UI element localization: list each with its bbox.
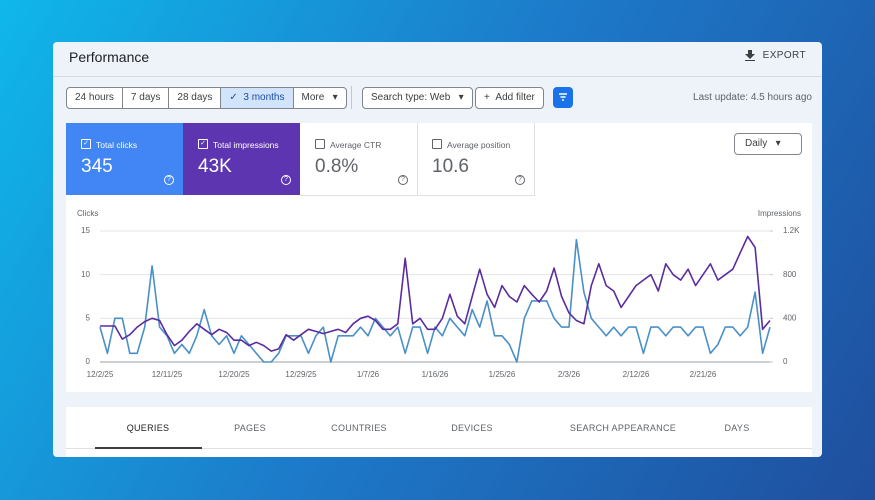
metric-label: Average CTR <box>330 140 382 150</box>
chart-card: ✓ Total clicks 345 ? ✓ Total impressions… <box>66 123 812 392</box>
y2-axis-title: Impressions <box>758 209 801 218</box>
date-range-button[interactable]: ✓ 3 months <box>221 88 294 108</box>
metric-label: Total impressions <box>213 140 279 150</box>
help-icon[interactable]: ? <box>281 175 291 185</box>
tab[interactable]: SEARCH APPEARANCE <box>569 423 677 433</box>
help-icon[interactable]: ? <box>164 175 174 185</box>
metric-card[interactable]: Average CTR 0.8% ? <box>300 123 418 196</box>
series-line <box>99 238 771 363</box>
export-button[interactable]: EXPORT <box>744 50 806 61</box>
x-tick-label: 12/11/25 <box>152 370 183 379</box>
help-icon[interactable]: ? <box>515 175 525 185</box>
y-tick-label: 0 <box>86 357 91 366</box>
more-label: More <box>301 92 325 103</box>
metric-card[interactable]: ✓ Total impressions 43K ? <box>183 123 300 195</box>
x-tick-label: 12/29/25 <box>285 370 317 379</box>
active-tab-indicator <box>95 447 202 449</box>
x-tick-label: 12/2/25 <box>87 370 114 379</box>
filter-icon <box>559 93 567 101</box>
date-range-button[interactable]: 28 days <box>169 88 222 108</box>
y-axis-title: Clicks <box>77 209 98 218</box>
y-tick-label: 10 <box>81 270 90 279</box>
x-tick-label: 1/7/26 <box>357 370 380 379</box>
metric-card[interactable]: Average position 10.6 ? <box>417 123 535 196</box>
x-tick-label: 2/12/26 <box>623 370 650 379</box>
check-icon: ✓ <box>229 92 244 103</box>
checkbox <box>315 139 325 149</box>
tab[interactable]: DAYS <box>724 423 750 433</box>
granularity-label: Daily <box>745 138 768 149</box>
x-tick-label: 2/3/26 <box>558 370 581 379</box>
tab[interactable]: QUERIES <box>126 423 170 433</box>
metric-value: 0.8% <box>315 156 359 177</box>
y-tick-label: 5 <box>86 313 91 322</box>
help-icon[interactable]: ? <box>398 175 408 185</box>
tab[interactable]: PAGES <box>234 423 266 433</box>
filter-toggle[interactable] <box>553 87 573 108</box>
search-type-dropdown[interactable]: Search type: Web ▾ <box>362 87 473 109</box>
separator <box>351 86 352 109</box>
checkbox: ✓ <box>198 139 208 149</box>
add-filter-button[interactable]: + Add filter <box>475 87 544 109</box>
checkbox <box>432 139 442 149</box>
metric-label: Total clicks <box>96 140 138 150</box>
granularity-dropdown[interactable]: Daily ▾ <box>734 133 802 155</box>
page-title: Performance <box>69 49 150 65</box>
dimension-tabs: QUERIES PAGES COUNTRIES DEVICES SEARCH A… <box>66 407 812 457</box>
checkbox: ✓ <box>81 139 91 149</box>
metric-card[interactable]: ✓ Total clicks 345 ? <box>66 123 183 195</box>
download-icon <box>744 50 755 61</box>
y2-tick-label: 0 <box>783 357 788 366</box>
divider <box>53 76 822 77</box>
y-tick-label: 15 <box>81 226 90 235</box>
metric-value: 345 <box>81 156 113 177</box>
x-tick-label: 1/25/26 <box>489 370 516 379</box>
date-range-label: 3 months <box>243 92 285 103</box>
x-tick-label: 1/16/26 <box>422 370 449 379</box>
tab[interactable]: DEVICES <box>451 423 493 433</box>
more-button[interactable]: More ▾ <box>301 92 338 103</box>
last-update: Last update: 4.5 hours ago <box>693 92 812 103</box>
tab[interactable]: COUNTRIES <box>331 423 387 433</box>
search-type-label: Search type: Web <box>371 92 451 103</box>
export-label: EXPORT <box>762 50 806 61</box>
metric-value: 43K <box>198 156 232 177</box>
series-line <box>100 235 771 352</box>
metric-value: 10.6 <box>432 156 469 177</box>
date-range-button[interactable]: 24 hours <box>67 88 123 108</box>
chart: Clicks Impressions 0 5 10 15 0 400 800 1.2K 12/2… <box>77 209 801 379</box>
plus-icon: + <box>484 92 496 103</box>
add-filter-label: Add filter <box>495 92 535 103</box>
date-range-selector: 24 hours 7 days 28 days ✓ 3 months More … <box>66 87 347 109</box>
performance-panel: Performance EXPORT 24 hours 7 days 28 da… <box>53 42 822 457</box>
y2-tick-label: 400 <box>783 313 797 322</box>
date-range-button[interactable]: 7 days <box>123 88 170 108</box>
metric-label: Average position <box>447 140 511 150</box>
x-tick-label: 2/21/26 <box>690 370 717 379</box>
tabs-divider <box>66 448 812 449</box>
x-tick-label: 12/20/25 <box>218 370 250 379</box>
y2-tick-label: 800 <box>783 270 797 279</box>
y2-tick-label: 1.2K <box>783 226 800 235</box>
